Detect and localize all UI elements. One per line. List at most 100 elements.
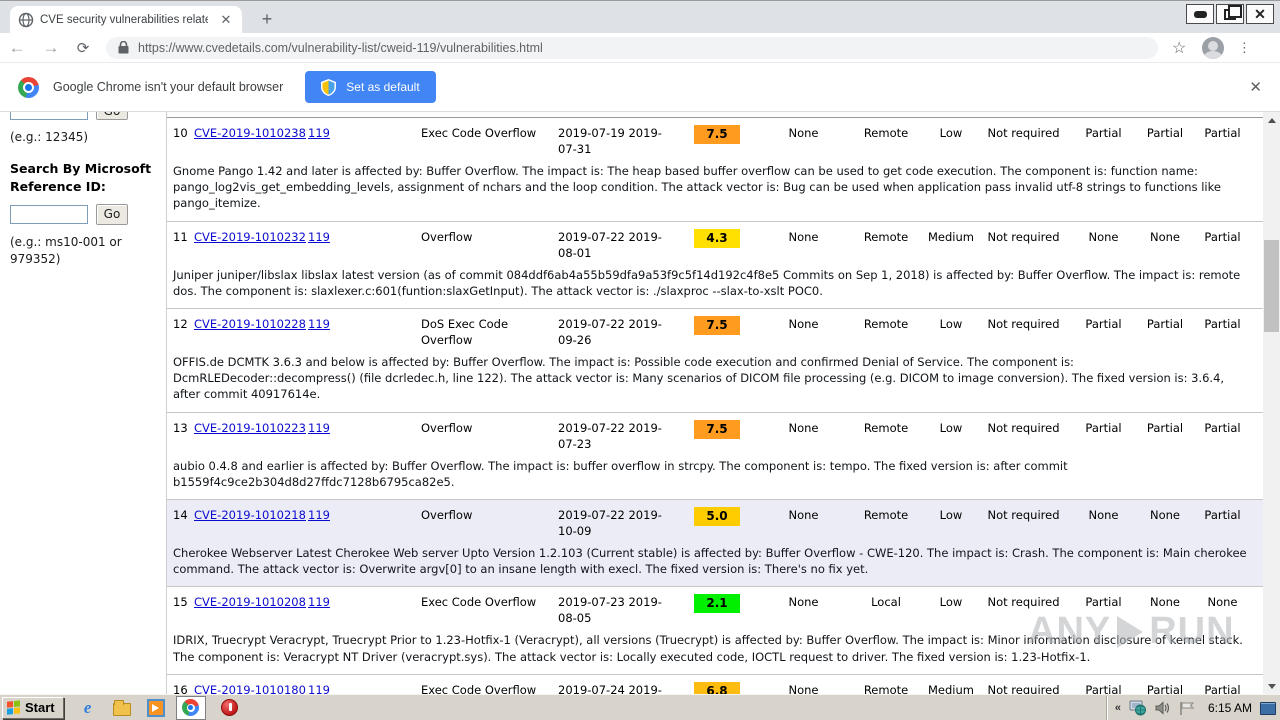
vulnerability-row-header: 15 CVE-2019-1010208 119 Exec Code Overflow 2… (167, 587, 1263, 628)
microsoft-ref-go-button[interactable]: Go (96, 204, 128, 225)
reload-button[interactable]: ⟳ (76, 39, 90, 57)
scroll-up-button[interactable] (1263, 112, 1280, 128)
cve-id-link[interactable]: CVE-2019-1010208 (194, 595, 306, 610)
authentication: Not required (987, 317, 1060, 332)
authentication: Not required (987, 595, 1060, 610)
confidentiality: Partial (1085, 420, 1122, 435)
cwe-id-link[interactable]: 119 (308, 682, 330, 694)
set-as-default-button[interactable]: Set as default (305, 71, 436, 103)
vulnerability-type: Overflow (421, 420, 473, 435)
url-text[interactable]: https://www.cvedetails.com/vulnerability… (138, 40, 543, 55)
volume-tray-icon[interactable] (1155, 701, 1171, 715)
integrity: Partial (1146, 420, 1184, 435)
access-vector: Remote (863, 317, 909, 332)
confidentiality: None (1088, 508, 1119, 523)
microsoft-ref-input[interactable] (10, 205, 88, 224)
dates-cell: 2019-07-22 2019-07-23 (558, 420, 662, 451)
cve-id-cell: CVE-2019-1010238 (194, 125, 308, 157)
chrome-taskbar-button[interactable] (175, 695, 206, 720)
close-button[interactable]: ✕ (1246, 4, 1274, 24)
security-flag-tray-icon[interactable] (1179, 701, 1196, 716)
minimize-button[interactable] (1186, 4, 1214, 24)
vertical-scrollbar[interactable] (1263, 112, 1280, 694)
restore-button[interactable] (1216, 4, 1244, 24)
notification-close-icon[interactable]: ✕ (1249, 79, 1262, 96)
vulnerability-table: 10 CVE-2019-1010238 119 Exec Code Overflow 2… (166, 112, 1263, 694)
cve-id-link[interactable]: CVE-2019-1010232 (194, 229, 306, 244)
integrity: None (1149, 595, 1180, 610)
vulnerability-description: IDRIX, Truecrypt Veracrypt, Truecrypt Pr… (173, 633, 1243, 664)
forward-button[interactable]: → (42, 37, 60, 57)
vulnerability-description: aubio 0.4.8 and earlier is affected by: … (173, 458, 1068, 489)
vulnerability-row-header: 10 CVE-2019-1010238 119 Exec Code Overflow 2… (167, 118, 1263, 159)
confidentiality: Partial (1085, 682, 1122, 694)
media-player-icon[interactable] (146, 698, 166, 718)
url-bar[interactable]: https://www.cvedetails.com/vulnerability… (106, 36, 1158, 59)
cvss-score-cell: 2.1 (673, 594, 761, 626)
tab-close-icon[interactable]: ✕ (220, 12, 232, 27)
cve-id-link[interactable]: CVE-2019-1010238 (194, 126, 306, 140)
cwe-id-link[interactable]: 119 (308, 126, 330, 140)
vulnerability-description: Gnome Pango 1.42 and later is affected b… (173, 164, 1221, 211)
internet-explorer-icon[interactable]: e (83, 697, 92, 717)
cwe-id-link[interactable]: 119 (308, 317, 330, 332)
browser-menu-icon[interactable]: ⋮ (1237, 39, 1251, 55)
cwe-id-link[interactable]: 119 (308, 595, 330, 610)
show-desktop-icon[interactable] (1260, 701, 1276, 715)
back-button[interactable]: ← (8, 37, 26, 57)
arrow-up-icon (1267, 117, 1276, 123)
cwe-id-link[interactable]: 119 (308, 508, 330, 523)
confidentiality: Partial (1085, 595, 1122, 610)
dates-cell: 2019-07-24 2019-08-01 (558, 682, 662, 694)
network-tray-icon[interactable] (1129, 700, 1147, 716)
restore-icon (1224, 4, 1242, 20)
shield-icon (321, 78, 337, 96)
complexity: Low (939, 126, 963, 140)
complexity: Low (939, 317, 963, 332)
gained-access: None (788, 126, 819, 140)
gained-access: None (788, 229, 819, 244)
cwe-id-cell: 119 (308, 229, 421, 261)
authentication: Not required (987, 682, 1060, 694)
dates-cell: 2019-07-22 2019-10-09 (558, 508, 662, 539)
cwe-id-link[interactable]: 119 (308, 420, 330, 435)
vulnerability-description: OFFIS.de DCMTK 3.6.3 and below is affect… (173, 355, 1225, 402)
bookmark-star-icon[interactable]: ☆ (1172, 39, 1187, 57)
authentication: Not required (987, 508, 1060, 523)
cve-id-link[interactable]: CVE-2019-1010228 (194, 317, 306, 332)
authentication: Not required (987, 420, 1060, 435)
start-button[interactable]: Start (2, 696, 64, 719)
cve-id-link[interactable]: CVE-2019-1010223 (194, 420, 306, 435)
red-app-icon[interactable] (220, 698, 240, 718)
cvss-score-cell: 7.5 (673, 316, 761, 348)
vulnerability-type: Exec Code Overflow (421, 126, 537, 140)
availability: Partial (1204, 229, 1241, 244)
browser-tab[interactable]: CVE security vulnerabilities related t ✕ (10, 6, 242, 34)
tray-expand-icon[interactable]: « (1114, 702, 1121, 714)
availability: Partial (1204, 508, 1241, 523)
vulnerability-row: 16 CVE-2019-1010180 119 Exec Code Overflow 2… (167, 675, 1263, 694)
cve-id-go-button[interactable]: Go (96, 112, 128, 120)
cvss-score-badge: 5.0 (694, 507, 740, 527)
cvss-score-badge: 2.1 (694, 594, 740, 614)
scroll-down-button[interactable] (1263, 678, 1280, 694)
cve-id-link[interactable]: CVE-2019-1010218 (194, 508, 306, 523)
new-tab-button[interactable]: + (261, 9, 273, 29)
vulnerability-row-header: 13 CVE-2019-1010223 119 Overflow 2019-07-22 … (167, 413, 1263, 454)
complexity: Medium (928, 682, 974, 694)
vulnerability-row-header: 16 CVE-2019-1010180 119 Exec Code Overflow 2… (167, 675, 1263, 694)
file-explorer-icon[interactable] (112, 698, 132, 718)
clipped-header-row (167, 112, 1263, 118)
cwe-id-link[interactable]: 119 (308, 229, 330, 244)
profile-avatar[interactable] (1202, 36, 1225, 59)
cve-id-cell: CVE-2019-1010180 (194, 682, 308, 694)
cve-id-input[interactable] (10, 112, 88, 120)
scrollbar-thumb[interactable] (1264, 240, 1279, 332)
access-vector: Remote (863, 682, 909, 694)
vulnerability-row-header: 11 CVE-2019-1010232 119 Overflow 2019-07-22 … (167, 222, 1263, 263)
minimize-icon (1193, 10, 1207, 18)
cvss-score-badge: 4.3 (694, 228, 740, 248)
availability: None (1207, 595, 1238, 610)
close-icon: ✕ (1254, 6, 1266, 22)
cve-id-link[interactable]: CVE-2019-1010180 (194, 682, 306, 694)
